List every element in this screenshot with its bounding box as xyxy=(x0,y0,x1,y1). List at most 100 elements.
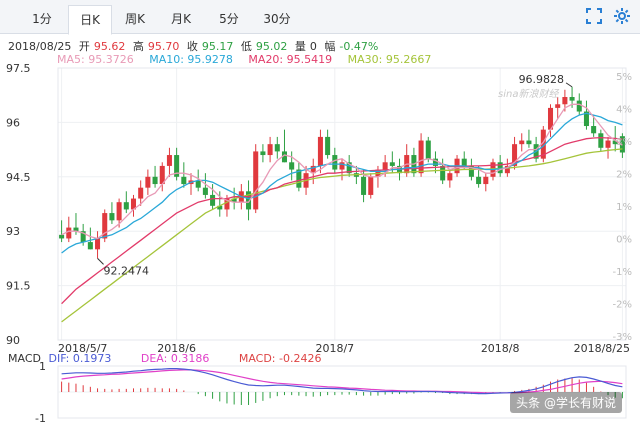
candle-body xyxy=(109,213,115,221)
candle-body xyxy=(267,144,273,156)
ma30-legend: MA30: 95.2667 xyxy=(347,53,432,66)
candle-body xyxy=(281,151,287,163)
tab-1min[interactable]: 1分 xyxy=(32,12,52,26)
candle-body xyxy=(138,187,144,199)
candle-body xyxy=(339,162,345,170)
tab-weekly-k[interactable]: 周K xyxy=(125,12,145,26)
tab-30min[interactable]: 30分 xyxy=(263,12,291,26)
candle-body xyxy=(123,202,129,210)
tab-5min[interactable]: 5分 xyxy=(219,12,239,26)
ma-legend: MA5: 95.3726 MA10: 95.9278 MA20: 95.5419… xyxy=(57,53,443,66)
chart-grid xyxy=(57,67,627,341)
candle-body xyxy=(476,176,482,185)
info-high-value: 95.70 xyxy=(147,40,180,53)
candle-body xyxy=(159,165,165,185)
candle-body xyxy=(461,158,467,166)
candle-body xyxy=(116,202,122,221)
candle-body xyxy=(368,176,374,195)
candle-body xyxy=(483,176,489,185)
candle-body xyxy=(382,162,388,170)
candle-body xyxy=(217,205,223,210)
pct-tick-label: 4% xyxy=(616,105,632,116)
ma30-line xyxy=(61,148,623,323)
info-change-value: -0.47% xyxy=(339,40,379,53)
pct-tick-label: -2% xyxy=(613,300,632,311)
y-tick-label: 93 xyxy=(6,225,20,238)
settings-icon[interactable] xyxy=(612,6,632,26)
candle-body xyxy=(612,140,618,145)
candle-body xyxy=(418,140,424,174)
candle-body xyxy=(447,173,453,181)
candle-body xyxy=(404,155,410,174)
candle-body xyxy=(547,107,554,130)
candle-body xyxy=(102,213,108,239)
candle-body xyxy=(224,198,230,210)
info-change-label: 幅 xyxy=(324,40,336,53)
candle-body xyxy=(504,165,510,174)
info-close-value: 95.17 xyxy=(201,40,234,53)
candle-body xyxy=(181,176,187,185)
candle-body xyxy=(497,162,503,174)
info-high-label: 高 xyxy=(132,40,144,53)
candle-body xyxy=(95,238,101,250)
candle-body xyxy=(238,191,244,203)
candle-body xyxy=(432,158,438,166)
tab-daily-k[interactable]: 日K xyxy=(68,5,112,35)
dif-line xyxy=(61,368,623,395)
info-open-value: 95.62 xyxy=(93,40,126,53)
candlestick-series xyxy=(59,86,625,259)
dea-line xyxy=(61,369,623,394)
candle-body xyxy=(310,165,316,174)
candle-body xyxy=(540,129,546,159)
candle-body xyxy=(361,176,367,195)
info-open-label: 开 xyxy=(78,40,90,53)
period-tab-bar: 1分 日K 周K 月K 5分 30分 xyxy=(0,0,640,35)
candle-body xyxy=(591,126,597,134)
info-date: 2018/08/25 xyxy=(8,40,72,53)
ma10-legend: MA10: 95.9278 xyxy=(149,53,233,66)
moving-average-lines xyxy=(61,103,623,323)
y-tick-label: 91.5 xyxy=(6,280,31,293)
candle-body xyxy=(66,227,72,239)
tab-monthly-k[interactable]: 月K xyxy=(171,12,191,26)
ma5-line xyxy=(61,103,623,240)
candle-body xyxy=(152,176,158,185)
candle-body xyxy=(59,234,65,239)
candle-body xyxy=(166,155,172,166)
candle-body xyxy=(80,231,86,243)
candle-body xyxy=(425,140,431,159)
ma5-legend: MA5: 95.3726 xyxy=(57,53,134,66)
x-tick-label: 2018/8 xyxy=(481,342,520,355)
candle-body xyxy=(346,162,352,174)
source-watermark: 头条 @学长有财说 xyxy=(510,392,622,413)
candle-body xyxy=(174,155,180,177)
candle-body xyxy=(87,242,93,250)
y-tick-label: 90 xyxy=(6,334,20,347)
candle-body xyxy=(555,104,561,108)
x-tick-label: 2018/8/25 xyxy=(574,342,630,355)
candle-body xyxy=(303,173,309,188)
y-tick-label: 96 xyxy=(6,116,20,129)
candle-body xyxy=(274,144,280,152)
candle-body xyxy=(440,165,446,181)
candle-body xyxy=(533,144,539,159)
pct-tick-label: 1% xyxy=(616,202,632,213)
candle-body xyxy=(454,158,460,174)
candle-body xyxy=(188,180,194,185)
pct-tick-label: -1% xyxy=(613,267,632,278)
pct-tick-label: -3% xyxy=(613,332,632,343)
candle-body xyxy=(325,136,331,156)
candle-body xyxy=(490,162,496,177)
info-volume-value: 0 xyxy=(309,40,317,53)
candle-body xyxy=(145,176,151,188)
fullscreen-icon[interactable] xyxy=(584,6,604,26)
candle-body xyxy=(210,194,216,206)
candle-body xyxy=(253,151,259,210)
ma20-line xyxy=(61,136,623,305)
ma10-line xyxy=(61,112,623,254)
info-low-label: 低 xyxy=(240,40,252,53)
candle-body xyxy=(317,136,323,166)
chart-border xyxy=(57,67,627,341)
info-low-value: 95.02 xyxy=(255,40,288,53)
macd-tick-label: -1 xyxy=(35,412,46,423)
